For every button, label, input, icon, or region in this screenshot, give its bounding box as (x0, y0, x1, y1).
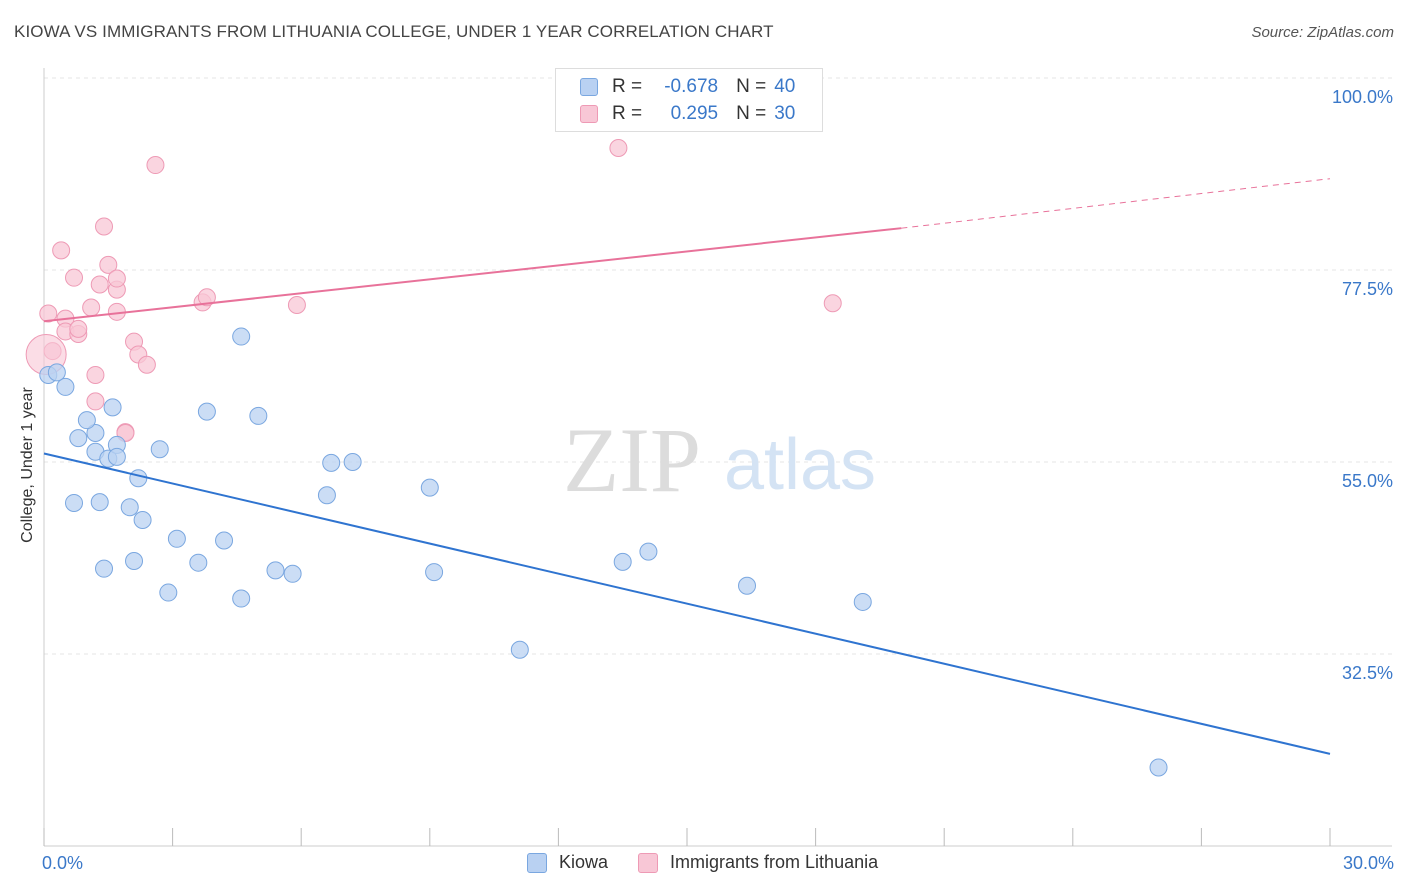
kiowa-point (65, 493, 84, 512)
legend-n-value: 30 (774, 103, 796, 124)
legend-r-value: 0.295 (670, 103, 719, 124)
correlation-legend: R = -0.678 N = 40 R = 0.295 N = 30 (555, 68, 823, 132)
kiowa-point (1149, 758, 1168, 777)
lithuania-legend-swatch (638, 852, 659, 873)
kiowa-point (125, 551, 144, 570)
series-legend-lithuania[interactable]: Immigrants from Lithuania (638, 852, 878, 873)
series-legend: Kiowa Immigrants from Lithuania (527, 852, 908, 873)
lithuania-point (86, 365, 105, 384)
lithuania-swatch (580, 105, 598, 123)
legend-row-lithuania: R = 0.295 N = 30 (580, 102, 795, 126)
legend-n-label: N = (736, 103, 767, 124)
kiowa-point (215, 531, 234, 550)
kiowa-point (47, 363, 66, 382)
source-credit: Source: ZipAtlas.com (1251, 24, 1394, 41)
lithuania-point (609, 138, 628, 157)
lithuania-point (137, 355, 156, 374)
lithuania-point (69, 319, 88, 338)
kiowa-point (232, 327, 251, 346)
trend-line-lithuania (901, 178, 1331, 229)
kiowa-point (95, 559, 114, 578)
lithuania-point (197, 288, 216, 307)
y-tick-label: 100.0% (1332, 87, 1393, 107)
lithuania-point (65, 268, 84, 287)
legend-n-value: 40 (774, 76, 796, 97)
lithuania-point (146, 156, 165, 175)
axis-layer (43, 68, 1392, 847)
kiowa-point (425, 563, 444, 582)
kiowa-point (639, 542, 658, 561)
kiowa-point (738, 576, 757, 595)
kiowa-legend-swatch (527, 852, 547, 873)
y-tick-label: 55.0% (1342, 471, 1393, 491)
kiowa-point (77, 411, 96, 430)
kiowa-point (322, 453, 341, 472)
kiowa-point (853, 592, 872, 611)
kiowa-point (129, 469, 148, 488)
trend-line-kiowa (43, 452, 1331, 755)
lithuania-point (107, 269, 126, 288)
kiowa-point (189, 553, 208, 572)
kiowa-points (39, 327, 1168, 777)
lithuania-point (287, 295, 306, 314)
lithuania-point (95, 217, 114, 236)
legend-n-label: N = (736, 76, 767, 97)
trend-lines (43, 178, 1331, 755)
legend-row-kiowa: R = -0.678 N = 40 (580, 75, 795, 99)
grid-layer (44, 77, 1392, 655)
lithuania-point (39, 304, 58, 323)
lithuania-points (25, 138, 842, 442)
kiowa-point (613, 552, 632, 571)
kiowa-point (420, 478, 439, 497)
kiowa-point (283, 564, 302, 583)
kiowa-point (56, 377, 75, 396)
lithuania-point (99, 255, 118, 274)
tick-labels: 32.5% 55.0% 77.5% 100.0% 0.0% 30.0% (42, 87, 1394, 873)
kiowa-point (232, 589, 251, 608)
y-tick-label: 77.5% (1342, 279, 1393, 299)
watermark-atlas: atlas (724, 425, 876, 505)
series-legend-kiowa[interactable]: Kiowa (527, 852, 608, 873)
lithuania-point (90, 275, 109, 294)
kiowa-point (150, 440, 169, 459)
kiowa-legend-label: Kiowa (559, 852, 609, 872)
kiowa-point (103, 398, 122, 417)
lithuania-point (52, 241, 71, 260)
kiowa-swatch (580, 78, 598, 96)
legend-r-value: -0.678 (664, 76, 719, 97)
kiowa-point (107, 447, 126, 466)
kiowa-point (510, 640, 529, 659)
kiowa-point (266, 561, 285, 580)
kiowa-point (197, 402, 216, 421)
kiowa-point (90, 493, 109, 512)
lithuania-point (86, 392, 105, 411)
watermark: ZIP atlas (563, 409, 876, 511)
legend-r-label: R = (612, 103, 643, 124)
kiowa-point (120, 498, 139, 517)
trend-line-lithuania (43, 227, 902, 323)
y-tick-label: 32.5% (1342, 663, 1393, 683)
kiowa-point (159, 583, 178, 602)
kiowa-point (167, 529, 186, 548)
watermark-zip: ZIP (563, 409, 701, 511)
lithuania-point (823, 294, 842, 313)
kiowa-point (69, 429, 88, 448)
kiowa-point (249, 406, 268, 425)
x-tick-label: 0.0% (42, 853, 83, 873)
kiowa-point (133, 511, 152, 530)
chart-title: KIOWA VS IMMIGRANTS FROM LITHUANIA COLLE… (14, 22, 774, 41)
lithuania-point (82, 298, 101, 317)
x-tick-label: 30.0% (1343, 853, 1394, 873)
legend-r-label: R = (612, 76, 643, 97)
kiowa-point (343, 453, 362, 471)
lithuania-legend-label: Immigrants from Lithuania (670, 852, 879, 872)
kiowa-point (86, 423, 105, 442)
kiowa-point (317, 486, 336, 505)
